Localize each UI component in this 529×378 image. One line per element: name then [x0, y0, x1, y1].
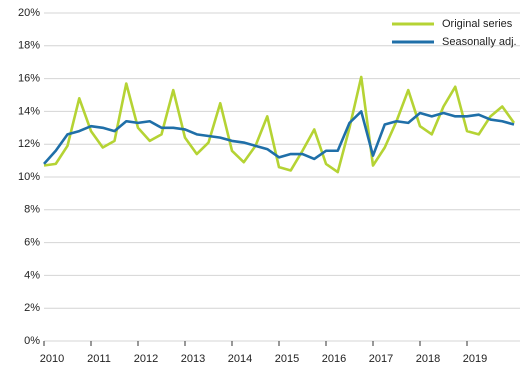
- y-tick-label: 4%: [24, 269, 40, 281]
- y-tick-label: 8%: [24, 204, 40, 216]
- x-tick-label: 2017: [369, 353, 393, 365]
- x-tick-label: 2016: [322, 353, 346, 365]
- x-tick-label: 2014: [228, 353, 252, 365]
- y-tick-label: 6%: [24, 237, 40, 249]
- x-tick-label: 2018: [416, 353, 440, 365]
- y-tick-label: 16%: [18, 73, 40, 85]
- legend-label: Seasonally adj.: [442, 36, 517, 48]
- x-tick-label: 2013: [181, 353, 205, 365]
- x-tick-label: 2015: [275, 353, 299, 365]
- y-tick-label: 14%: [18, 105, 40, 117]
- y-tick-label: 2%: [24, 302, 40, 314]
- x-tick-label: 2019: [463, 353, 487, 365]
- x-tick-label: 2011: [87, 353, 111, 365]
- series-line: [43, 110, 515, 165]
- y-tick-label: 10%: [18, 171, 40, 183]
- x-tick-label: 2012: [134, 353, 158, 365]
- legend-label: Original series: [442, 18, 513, 30]
- x-tick-label: 2010: [40, 353, 64, 365]
- y-tick-label: 18%: [18, 40, 40, 52]
- y-tick-label: 20%: [18, 7, 40, 19]
- series-line: [43, 75, 516, 174]
- y-tick-label: 12%: [18, 138, 40, 150]
- y-tick-label: 0%: [24, 335, 40, 347]
